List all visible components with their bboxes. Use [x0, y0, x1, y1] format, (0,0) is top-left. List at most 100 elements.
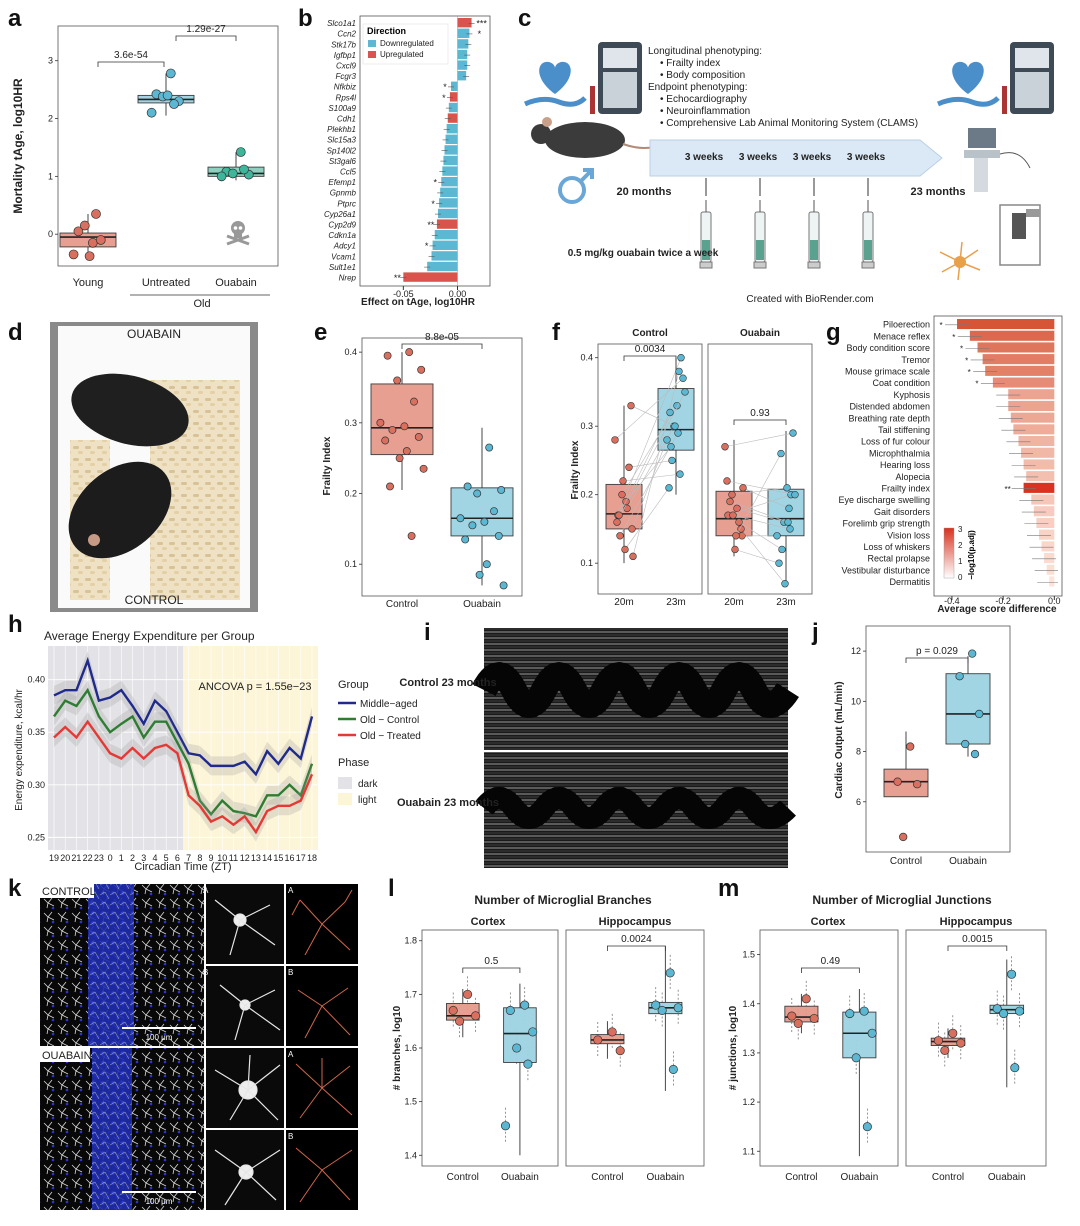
l-content-1-point	[505, 1005, 515, 1016]
x-tick-label-h: 23	[94, 853, 104, 863]
x-tick-label-h: 14	[262, 853, 272, 863]
point-f-control	[674, 429, 682, 437]
bar-g	[985, 365, 1055, 376]
gene-label-b: Ccl5	[340, 168, 357, 177]
pair-line-control	[624, 487, 670, 550]
bar-g	[1021, 447, 1055, 458]
x-tick-label-h: 1	[119, 853, 124, 863]
item-label-g: Tail stiffening	[878, 425, 930, 435]
y-axis-f-tick-label: 0.2	[580, 490, 593, 500]
l-content-0-bracket	[462, 967, 521, 973]
pair-line-control	[631, 439, 668, 530]
l-content-0-point	[455, 1016, 465, 1026]
x-tick-label-l-content: Control	[591, 1172, 623, 1183]
item-label-g: Piloerection	[883, 320, 930, 330]
pair-line-ouabain	[740, 528, 786, 584]
m-content-0-point	[793, 1018, 803, 1028]
panel-label-j: j	[811, 619, 819, 646]
j-1-point	[975, 709, 984, 719]
ancova-annotation: ANCOVA p = 1.55e−23	[199, 681, 312, 693]
item-label-g: Gait disorders	[874, 507, 931, 517]
facet-cortex-l: Cortex	[471, 916, 507, 928]
start-age: 20 months	[616, 186, 671, 198]
star-b: *	[442, 93, 446, 103]
bar-g	[1041, 541, 1055, 552]
legend-title-group: Group	[338, 679, 369, 691]
plot-area-l: 1.4 1.5 1.6 1.7 1.8 Control Ouabain Control Ouab…	[404, 934, 684, 1183]
gene-label-b: Ptprc	[337, 199, 356, 208]
pair-line-control	[625, 446, 672, 502]
e-1-point	[490, 507, 498, 516]
bar-b	[432, 240, 458, 250]
y-axis-m-content-tick-label: 1.4	[742, 999, 755, 1009]
point-f-ouabain	[781, 580, 789, 588]
j-1-point	[961, 739, 970, 749]
bar-g	[1044, 553, 1055, 564]
e-1-point	[456, 514, 465, 523]
item-label-g: Rectal prolapse	[867, 554, 930, 564]
pair-line-control	[617, 357, 682, 516]
clams-machine-icon-right	[1002, 42, 1054, 114]
series-line-0	[53, 656, 314, 777]
syringe-plunger	[861, 261, 875, 269]
pair-line-control	[632, 371, 680, 557]
point-f-control	[611, 436, 619, 444]
box-j-0-box	[883, 768, 929, 798]
m-content-2-point	[933, 1036, 943, 1046]
m-content-2-point	[956, 1038, 966, 1048]
point-f-ouabain	[726, 497, 734, 506]
e-1-point	[480, 517, 489, 526]
plot-frame-l2	[565, 929, 705, 1167]
bar-g	[957, 319, 1055, 330]
colorbar-g: 3 2 1 0 −log10(p.adj)	[943, 525, 976, 582]
x-tick-label-h: 4	[152, 853, 157, 863]
y-axis-j-tick-label: 12	[851, 646, 861, 656]
legend-old-control: Old − Control	[360, 715, 419, 726]
skel-tag-a1: A	[288, 886, 294, 895]
gene-label-b: Cxcl9	[336, 62, 357, 71]
y-axis-f-tick-label: 0.1	[580, 558, 593, 568]
m-content-1-pvalue: 0.0015	[962, 934, 993, 945]
bar-b	[440, 187, 458, 197]
e-1-point	[482, 560, 491, 569]
dentate-band-ouabain	[92, 1048, 132, 1210]
m-content-0-point	[801, 994, 811, 1004]
point-f-control	[616, 532, 624, 540]
star-b: *	[433, 178, 437, 188]
bar-g	[1008, 400, 1055, 411]
gene-label-b: Nfkbiz	[334, 83, 356, 92]
panel-c: c Longitudinal phenotyping: • Frailty in…	[518, 5, 1054, 305]
gene-label-b: Rps4l	[336, 93, 357, 102]
microglia-icon	[939, 241, 981, 281]
point-f-control	[618, 490, 626, 499]
point-f-ouabain	[784, 518, 792, 526]
plot-area-e: 0.1 0.2 0.3 0.4 Control Ouabain 8.8e-05	[344, 332, 514, 610]
x-axis-label-g: Average score difference	[937, 604, 1057, 615]
panel-label-m: m	[718, 875, 739, 902]
c-item-body: • Body composition	[660, 70, 745, 81]
l-content-0-point	[448, 1005, 458, 1016]
point-f-ouabain	[732, 532, 740, 540]
pair-line-ouabain	[736, 508, 785, 523]
panel-k: k A B A B A B CONTROL	[8, 875, 358, 1210]
y-axis-label-e: Frailty Index	[322, 436, 333, 495]
axes-a: 0 1 2 3	[48, 56, 58, 239]
y-axis-a-tick-label: 3	[48, 56, 53, 66]
gene-label-b: Nrep	[339, 274, 357, 283]
item-label-g: Menace reflex	[873, 331, 930, 341]
a-1-bracket	[97, 61, 165, 67]
point-f-ouabain	[729, 511, 737, 519]
a-0-point	[84, 251, 95, 262]
panel-label-f: f	[552, 319, 561, 346]
y-axis-j-tick-label: 6	[856, 797, 861, 807]
series-line-2	[53, 719, 314, 835]
l-content-2-point	[607, 1027, 617, 1037]
l-content-0-point	[463, 989, 473, 999]
y-axis-a-tick-label: 2	[48, 114, 53, 124]
bar-g	[1038, 529, 1055, 540]
star-g: *	[952, 333, 955, 342]
gene-label-b: Gpnmb	[330, 189, 357, 198]
m-content-1-point	[862, 1122, 872, 1132]
point-f-ouabain	[791, 490, 799, 499]
